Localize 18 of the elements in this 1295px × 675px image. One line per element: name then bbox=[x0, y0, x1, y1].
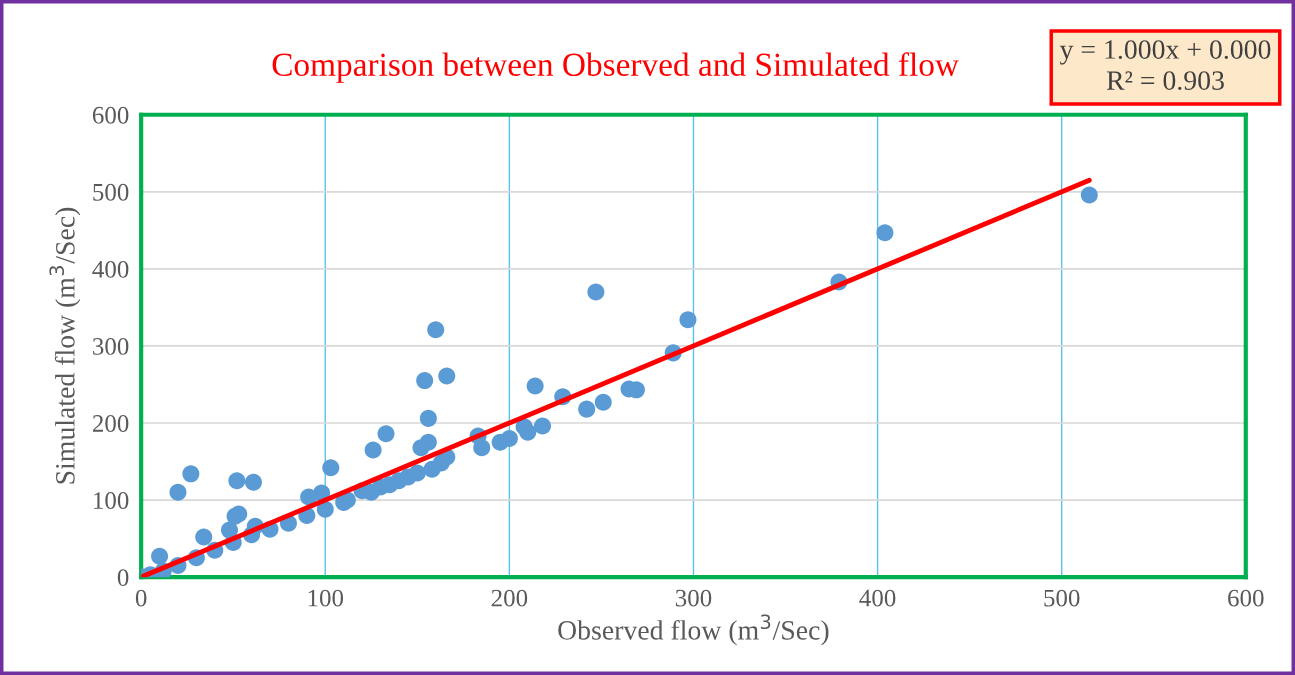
y-tick-label: 600 bbox=[92, 106, 129, 124]
x-tick-label: 0 bbox=[135, 589, 147, 607]
y-tick-label: 400 bbox=[92, 260, 129, 278]
y-tick-label: 500 bbox=[93, 183, 129, 201]
x-tick-label: 400 bbox=[859, 589, 896, 607]
chart-title: Comparison between Observed and Simulated flow bbox=[272, 52, 959, 83]
x-tick-label: 200 bbox=[491, 589, 528, 607]
y-tick-label: 200 bbox=[92, 415, 129, 432]
x-tick-label: 600 bbox=[1228, 589, 1264, 607]
y-tick-label: 0 bbox=[117, 569, 129, 587]
x-tick-label: 100 bbox=[308, 589, 344, 607]
x-tick-label: 300 bbox=[675, 589, 712, 607]
y-axis-title: Simulated flow (m$^{3}$/Sec) bbox=[49, 207, 81, 484]
x-axis-title: Observed flow (m$^{3}$/Sec) bbox=[558, 614, 829, 646]
y-tick-label: 300 bbox=[93, 337, 129, 355]
text: y = 1.000x + 0.000 R² = 0.903 bbox=[1059, 40, 1271, 91]
x-tick-label: 500 bbox=[1044, 589, 1080, 607]
y-tick-label: 100 bbox=[94, 492, 129, 509]
